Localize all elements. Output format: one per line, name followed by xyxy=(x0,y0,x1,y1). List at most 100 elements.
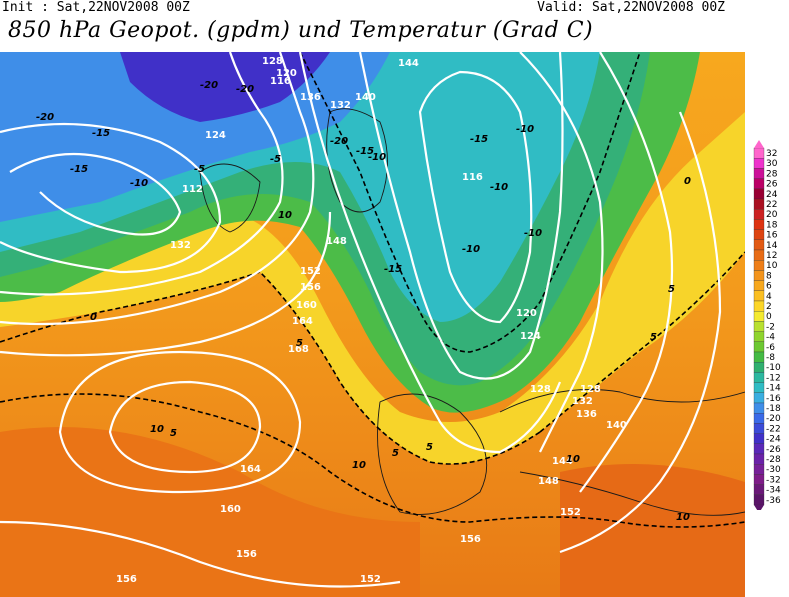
isohypse-high-core xyxy=(108,380,262,474)
isotherm-label: 5 xyxy=(426,442,433,453)
isohypse-label: 116 xyxy=(462,172,483,183)
scale-label: -30 xyxy=(766,465,781,475)
color-scale: 32302826242220181614121086420-2-4-6-8-10… xyxy=(753,140,781,510)
scale-label: 12 xyxy=(766,251,777,261)
scale-label: -24 xyxy=(766,435,781,445)
isotherm-5 xyxy=(0,393,745,528)
scale-label: 22 xyxy=(766,200,777,210)
scale-swatch xyxy=(753,443,765,455)
warm-core-sw xyxy=(0,427,420,597)
scale-label: 2 xyxy=(766,302,772,312)
isotherm-label: -5 xyxy=(270,154,281,165)
coastline-iceland xyxy=(199,163,261,233)
isohypse-label: 120 xyxy=(276,68,297,79)
isotherm-0-east xyxy=(539,251,745,433)
scale-label: -2 xyxy=(766,322,775,332)
scale-label: -34 xyxy=(766,486,781,496)
scale-swatch xyxy=(753,362,765,373)
isohypse-label: 160 xyxy=(220,504,241,515)
scale-label: 32 xyxy=(766,149,777,159)
isohypse-high-azores xyxy=(58,350,302,494)
scale-swatch xyxy=(753,413,765,424)
scale-swatch xyxy=(753,147,765,159)
scale-swatch xyxy=(753,464,765,475)
isotherm-label: 10 xyxy=(566,454,580,465)
isotherm-label: 10 xyxy=(676,512,690,523)
isotherm-labels: -20-20 -20-15-15-10-5-505101055-15-20-10-… xyxy=(36,80,691,523)
isohypse-trough-core xyxy=(418,70,533,324)
scale-arrow-top xyxy=(754,140,764,148)
isohypse-label: 168 xyxy=(288,344,309,355)
scale-swatch xyxy=(753,341,765,353)
isohypse-trough-2 xyxy=(358,52,564,380)
isohypse-east-2 xyxy=(579,52,674,493)
isohypse-label: 156 xyxy=(300,282,321,293)
scale-swatch xyxy=(753,351,765,363)
scale-label: -10 xyxy=(766,363,781,373)
isotherm-label: 10 xyxy=(150,424,164,435)
scale-label: -18 xyxy=(766,404,781,414)
isotherm-label: -10 xyxy=(516,124,534,135)
isotherm-label: -20 xyxy=(236,84,254,95)
isohypse-label: 128 xyxy=(530,384,551,395)
scale-label: -12 xyxy=(766,373,781,383)
scale-label: 28 xyxy=(766,169,778,179)
scale-label: 4 xyxy=(766,292,772,302)
init-time-label: Init : Sat,22NOV2008 00Z xyxy=(2,0,190,15)
isohypse-label: 156 xyxy=(236,549,257,560)
isohypse-east-3 xyxy=(559,111,722,554)
cold-core-purple xyxy=(120,52,330,122)
isohypse-label: 128 xyxy=(262,56,283,67)
scale-label: 24 xyxy=(766,190,778,200)
coastline-iberia xyxy=(377,393,488,515)
scale-swatch xyxy=(753,402,765,414)
isotherm-label: -15 xyxy=(384,264,402,275)
scale-label: 30 xyxy=(766,159,778,169)
isohypse-label: 164 xyxy=(292,316,313,327)
isohypse-label: 132 xyxy=(170,240,191,251)
scale-label: -32 xyxy=(766,475,781,485)
isohypse-label: 152 xyxy=(360,574,381,585)
scale-swatch xyxy=(753,219,765,230)
isotherm-label: 5 xyxy=(296,338,303,349)
scale-label: -26 xyxy=(766,445,781,455)
isohypse-label: 160 xyxy=(296,300,317,311)
scale-label: 26 xyxy=(766,180,778,190)
scale-swatch xyxy=(753,453,765,465)
scale-label: 16 xyxy=(766,231,778,241)
isotherm-label: 5 xyxy=(668,284,675,295)
scale-label: 18 xyxy=(766,220,778,230)
scale-swatch xyxy=(753,494,765,506)
scale-swatch xyxy=(753,474,765,485)
scale-swatch xyxy=(753,392,765,404)
scale-label: 20 xyxy=(766,210,778,220)
isohypse-label: 116 xyxy=(270,76,291,87)
isohypse-label: 112 xyxy=(182,184,203,195)
coastline-mediterranean xyxy=(519,471,745,516)
isohypse-label: 124 xyxy=(520,331,541,342)
isohypse-label: 156 xyxy=(116,574,137,585)
scale-swatch xyxy=(753,382,765,393)
scale-label: 8 xyxy=(766,271,772,281)
scale-label: 0 xyxy=(766,312,772,322)
isohypse-label: 148 xyxy=(538,476,559,487)
isohypse-label: 140 xyxy=(606,420,627,431)
coastline-scandinavia xyxy=(326,108,388,213)
isotherm-label: -10 xyxy=(130,178,148,189)
isohypse-label: 152 xyxy=(560,507,581,518)
isotherm-label: -5 xyxy=(194,164,205,175)
scale-swatch xyxy=(753,321,765,332)
chart-title: 850 hPa Geopot. (gpdm) und Temperatur (G… xyxy=(8,18,594,43)
isohypse-label: 132 xyxy=(572,396,593,407)
scale-swatch xyxy=(753,188,765,200)
isotherm-label: -10 xyxy=(462,244,480,255)
isohypse-label: 128 xyxy=(580,384,601,395)
isotherm-label: 0 xyxy=(90,312,97,323)
isotherm-0 xyxy=(0,271,541,465)
isotherm-label: -10 xyxy=(524,228,542,239)
isohypse-label: 164 xyxy=(240,464,261,475)
scale-label: -14 xyxy=(766,384,781,394)
isotherm-label: 5 xyxy=(170,428,177,439)
